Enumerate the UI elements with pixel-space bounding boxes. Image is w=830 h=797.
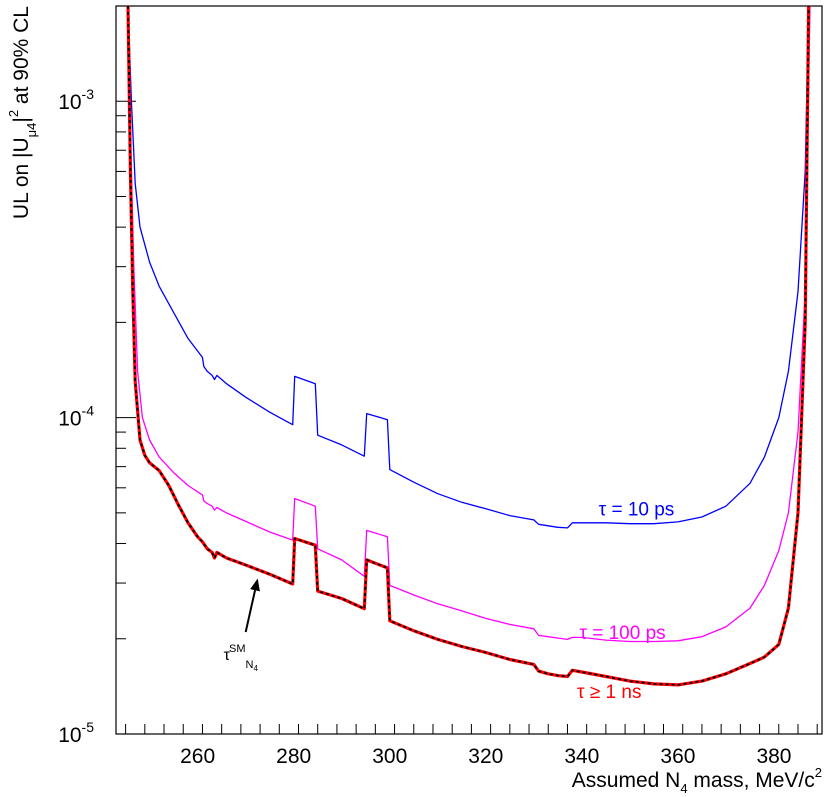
tau-sm-annotation: τSMN4: [224, 578, 260, 673]
x-tick-label: 280: [276, 745, 311, 768]
x-tick-label: 340: [564, 745, 599, 768]
annotation-arrow: [244, 590, 257, 633]
x-axis-title-sup: 2: [815, 765, 822, 780]
annotation-arrowhead: [250, 578, 260, 592]
annotation-sup: SM: [229, 643, 246, 655]
x-axis-title-prefix: Assumed N: [572, 769, 681, 792]
x-tick-label: 360: [660, 745, 695, 768]
y-tick-base: 10: [58, 91, 81, 114]
x-axis-title-sub: 4: [680, 781, 687, 796]
series-line-0: [127, 6, 810, 529]
y-axis: 10-510-410-3: [58, 5, 136, 747]
y-axis-title-sub: μ4: [24, 123, 39, 138]
x-tick-label: 260: [180, 745, 215, 768]
x-axis-title-middle: mass, MeV/c: [688, 769, 815, 792]
y-tick-exp: -3: [82, 86, 95, 102]
series-line-3: [127, 6, 810, 686]
plot-frame: [115, 5, 823, 735]
annotation-subsub: 4: [253, 664, 258, 673]
y-axis-title: UL on |Uμ4|2 at 90% CL: [6, 6, 39, 219]
y-axis-title-sup: 2: [6, 110, 21, 117]
y-axis-title-middle: |: [10, 117, 33, 122]
series-layer: [126, 6, 811, 687]
y-axis-title-prefix: UL on |U: [10, 137, 33, 219]
label-layer: τ = 10 ps τ = 100 ps τ ≥ 1 ns: [577, 500, 674, 703]
series-label-1: τ = 100 ps: [579, 623, 665, 644]
y-tick-base: 10: [58, 724, 81, 747]
annotation-label: τSMN4: [224, 643, 259, 673]
y-tick-exp: -5: [82, 719, 95, 735]
y-tick-label: 10-5: [58, 719, 94, 747]
series-label-0: τ = 10 ps: [599, 500, 675, 521]
series-label-2: τ ≥ 1 ns: [577, 682, 641, 703]
x-axis: 260 280 300 320 340 360 380: [125, 724, 818, 768]
series-line-1: [127, 6, 811, 643]
annotation-sub: N: [246, 659, 254, 671]
x-axis-title: Assumed N4 mass, MeV/c2: [572, 765, 822, 796]
y-tick-label: 10-4: [58, 403, 94, 431]
x-tick-label: 300: [372, 745, 407, 768]
y-tick-exp: -4: [82, 403, 95, 419]
y-tick-base: 10: [58, 408, 81, 431]
y-axis-title-suffix: at 90% CL: [10, 6, 33, 110]
annotation-tau: τ: [224, 647, 231, 664]
x-tick-label: 380: [756, 745, 791, 768]
series-line-2: [126, 6, 811, 687]
y-tick-label: 10-3: [58, 86, 94, 114]
x-tick-label: 320: [468, 745, 503, 768]
